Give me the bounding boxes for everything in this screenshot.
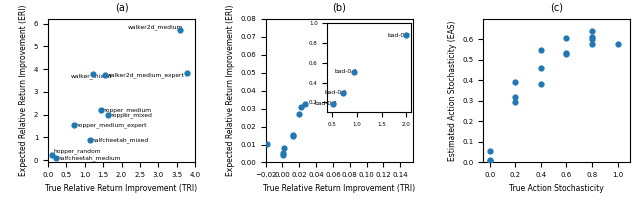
Point bbox=[84, 138, 95, 141]
Text: hopper_mixed: hopper_mixed bbox=[109, 112, 152, 118]
X-axis label: True Relative Return Improvement (TRI): True Relative Return Improvement (TRI) bbox=[263, 184, 415, 193]
Text: halfcheetah_mixed: halfcheetah_mixed bbox=[91, 137, 148, 143]
Title: (a): (a) bbox=[115, 3, 129, 13]
Point bbox=[288, 134, 298, 137]
Y-axis label: Expected Relative Return Improvement (ERI): Expected Relative Return Improvement (ER… bbox=[226, 5, 235, 176]
Point bbox=[296, 106, 306, 109]
Point bbox=[510, 80, 520, 83]
Title: (c): (c) bbox=[550, 3, 563, 13]
Point bbox=[612, 42, 623, 46]
Point bbox=[587, 30, 597, 33]
Point bbox=[484, 158, 495, 161]
Point bbox=[278, 146, 289, 149]
Text: walker2d_medium_expert: walker2d_medium_expert bbox=[106, 73, 184, 78]
Point bbox=[175, 28, 185, 32]
Text: walker_mixed: walker_mixed bbox=[71, 74, 112, 79]
Text: hopper_random: hopper_random bbox=[53, 148, 100, 154]
Point bbox=[278, 151, 288, 154]
Point bbox=[536, 82, 546, 86]
Point bbox=[182, 72, 192, 75]
Title: (b): (b) bbox=[332, 3, 346, 13]
Point bbox=[561, 53, 572, 56]
Point bbox=[536, 66, 546, 70]
Point bbox=[561, 52, 572, 55]
Point bbox=[294, 112, 305, 115]
Point bbox=[100, 74, 110, 77]
Point bbox=[587, 35, 597, 39]
Point bbox=[68, 123, 79, 127]
Point bbox=[102, 113, 113, 117]
Point bbox=[484, 149, 495, 152]
Text: walker2d_medium: walker2d_medium bbox=[127, 24, 183, 30]
Point bbox=[510, 100, 520, 104]
Y-axis label: Expected Relative Return Improvement (ERI): Expected Relative Return Improvement (ER… bbox=[19, 5, 28, 176]
Point bbox=[587, 42, 597, 45]
Point bbox=[484, 160, 495, 163]
Text: halfcheetah_medium: halfcheetah_medium bbox=[58, 155, 121, 161]
Point bbox=[300, 103, 310, 106]
Point bbox=[587, 37, 597, 41]
Point bbox=[510, 96, 520, 99]
Y-axis label: Estimated Action Stochasticity (EAS): Estimated Action Stochasticity (EAS) bbox=[448, 20, 457, 161]
Point bbox=[47, 153, 57, 157]
Point bbox=[51, 156, 61, 160]
Point bbox=[88, 72, 98, 76]
Text: hopper_medium: hopper_medium bbox=[103, 107, 152, 113]
Point bbox=[287, 135, 298, 138]
Point bbox=[536, 49, 546, 52]
Point bbox=[561, 36, 572, 39]
Point bbox=[96, 108, 106, 112]
X-axis label: True Action Stochasticity: True Action Stochasticity bbox=[509, 184, 604, 193]
X-axis label: True Relative Return Improvement (TRI): True Relative Return Improvement (TRI) bbox=[45, 184, 198, 193]
Text: hopper_medium_expert: hopper_medium_expert bbox=[76, 122, 147, 128]
Point bbox=[262, 142, 273, 146]
Point bbox=[278, 153, 288, 156]
